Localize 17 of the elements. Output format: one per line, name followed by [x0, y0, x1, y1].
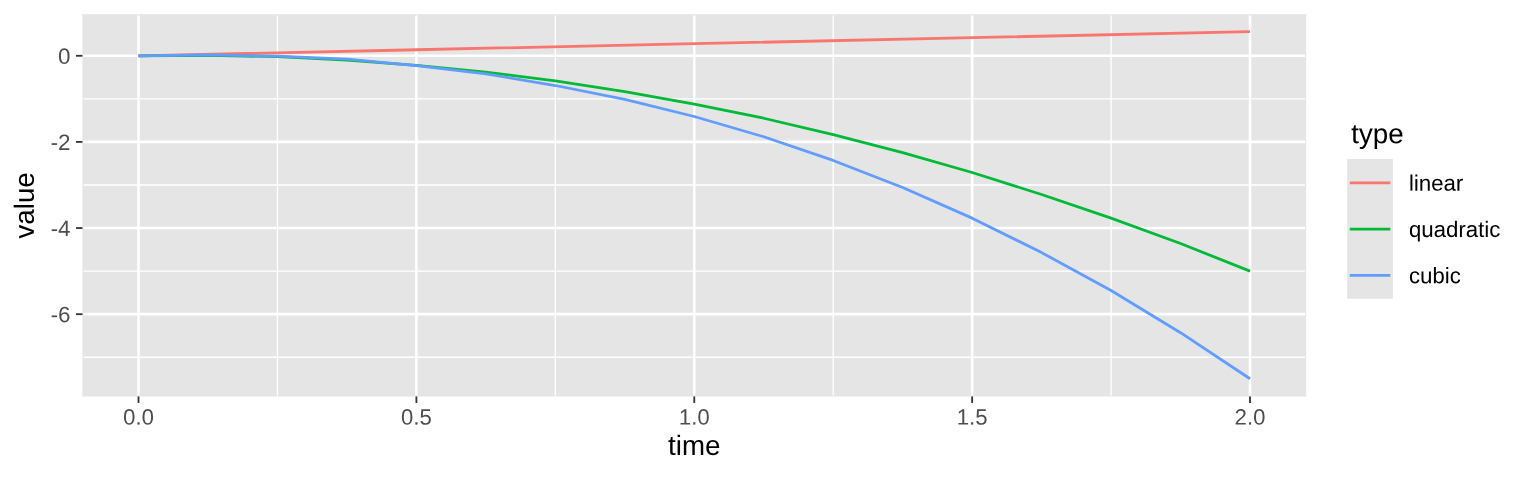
legend-label: linear: [1410, 174, 1463, 191]
y-tick-label: 0: [58, 48, 70, 65]
x-tick-label: 2.0: [1235, 409, 1265, 425]
x-tick-label: 0.5: [401, 409, 431, 425]
y-tick-label: -4: [51, 220, 70, 237]
legend-title: type: [1351, 125, 1403, 149]
x-tick-label: 1.5: [958, 409, 987, 425]
legend-label: quadratic: [1409, 220, 1500, 242]
y-tick-label: -2: [51, 134, 70, 150]
x-tick-label: 1.0: [680, 409, 709, 425]
line-series: [137, 53, 1252, 381]
legend-label: cubic: [1409, 267, 1461, 284]
x-tick-label: 0.0: [123, 409, 154, 425]
y-tick-label: -6: [51, 306, 70, 323]
line-series: [137, 30, 1252, 58]
x-axis-title: time: [668, 434, 720, 456]
y-axis-title: value: [13, 173, 35, 239]
